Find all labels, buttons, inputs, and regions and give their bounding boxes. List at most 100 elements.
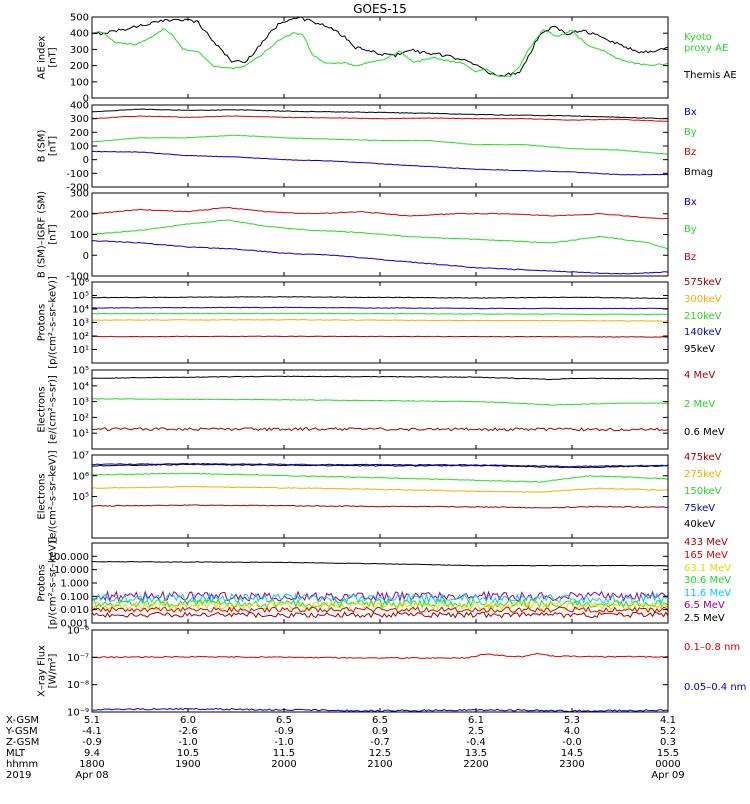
legend-bigrf-1: By [684,224,697,235]
legend-elec_kev-2: 150keV [684,486,722,497]
legend-protons_mev-5: 6.5 MeV [684,600,725,611]
series-elec_kev-2 [91,472,668,483]
ephemeris-value-4-4: 2200 [463,759,488,770]
ephemeris-value-5-6: Apr 09 [651,770,684,781]
panel-ylabel-protons-1: [p/(cm²–s–sr–keV)] [48,276,59,369]
series-ae-1 [91,28,669,78]
ephemeris-value-3-0: 9.4 [84,748,100,759]
ephemeris-value-1-5: 4.0 [564,726,580,737]
ytick-label-ae-0: 0 [83,94,89,105]
series-ae-0 [91,16,669,77]
legend-protons_mev-3: 30.6 MeV [684,575,731,586]
ytick-label-elec_mev-1: 10² [72,413,89,424]
legend-xray-0: 0.1–0.8 nm [684,642,740,653]
ytick-label-xray-1: 10⁻⁸ [67,680,89,691]
panel-ylabel-ae-1: [nT] [48,47,59,67]
series-bsm-1 [91,115,668,122]
ephemeris-value-2-4: -0.4 [466,737,486,748]
panel-ylabel-protons-0: Protons [37,304,48,341]
legend-ae-1: Themis AE [683,70,737,81]
ytick-label-bsm-0: -200 [66,183,89,194]
panel-ylabel-elec_kev-0: Electrons [37,473,48,519]
panel-ylabel-bigrf-1: [nT] [48,224,59,244]
panel-ylabel-elec_kev-1: [e/(cm²–s–sr–keV)] [48,450,59,542]
ephemeris-value-2-6: 0.3 [660,737,676,748]
series-protons_mev-2 [91,591,669,605]
ephemeris-value-4-6: 0000 [655,759,680,770]
series-bigrf-0 [91,206,669,220]
legend-bsm-3: Bmag [684,167,713,178]
series-elec_kev-0 [91,463,668,469]
ephemeris-label-1: Y-GSM [5,726,38,737]
ephemeris-value-2-0: -0.9 [82,737,102,748]
ytick-label-protons-4: 10⁵ [72,291,89,302]
series-bigrf-2 [91,240,669,275]
ytick-label-bsm-2: 0 [83,155,89,166]
series-protons-2 [91,312,669,316]
series-protons-0 [91,296,669,300]
legend-bigrf-0: Bx [684,197,697,208]
legend-ae-0-1: proxy AE [684,43,728,54]
ephemeris-value-3-6: 15.5 [657,748,679,759]
legend-bsm-0: Bx [684,107,697,118]
series-protons_mev-6 [91,611,669,619]
ephemeris-value-4-1: 1900 [175,759,200,770]
series-bigrf-1 [91,219,669,250]
ytick-label-elec_mev-4: 10⁵ [72,366,89,377]
ytick-label-protons-0: 10¹ [72,345,89,356]
series-protons_mev-5 [91,605,669,614]
legend-protons-1: 300keV [684,294,722,305]
ephemeris-value-3-2: 11.5 [273,748,295,759]
panel-frame-bigrf [91,192,669,277]
legend-elec_kev-1: 275keV [684,469,722,480]
series-protons-1 [91,306,669,310]
ytick-label-ae-3: 300 [70,45,89,56]
legend-bigrf-2: Bz [684,252,696,263]
panel-ylabel-xray-1: [W/m²] [48,653,59,688]
ephemeris-value-3-4: 13.5 [465,748,487,759]
ytick-label-protons_mev-5: 100.000 [48,552,89,563]
panel-frame-elec_mev [91,369,669,450]
ytick-label-ae-4: 400 [70,29,89,40]
ytick-label-elec_mev-0: 10¹ [72,429,89,440]
ytick-label-protons_mev-1: 0.010 [60,605,89,616]
legend-protons_mev-0: 433 MeV [684,537,728,548]
legend-xray-1: 0.05–0.4 nm [684,682,746,693]
ephemeris-value-2-1: -1.0 [178,737,198,748]
series-bsm-3 [91,150,669,176]
ephemeris-value-3-3: 12.5 [369,748,391,759]
ephemeris-value-1-4: 2.5 [468,726,484,737]
series-elec_mev-0 [91,375,668,381]
ephemeris-value-2-2: -1.0 [274,737,294,748]
ytick-label-elec_mev-3: 10⁴ [72,381,89,392]
ytick-label-bsm-3: 100 [70,142,89,153]
legend-bsm-2: Bz [684,147,696,158]
ephemeris-value-0-1: 6.0 [180,715,196,726]
ytick-label-protons_mev-2: 0.100 [60,592,89,603]
panel-frame-protons_mev [91,542,669,624]
panel-ylabel-bsm-1: [nT] [48,136,59,156]
ephemeris-label-0: X-GSM [6,715,39,726]
legend-elec_kev-4: 40keV [684,519,715,530]
series-bsm-2 [91,134,669,155]
ephemeris-value-4-2: 2000 [271,759,296,770]
ytick-label-xray-2: 10⁻⁷ [67,653,89,664]
ephemeris-value-1-0: -4.1 [82,726,102,737]
panel-ylabel-protons_mev-1: [p/(cm²–s–sr–keV)] [48,537,59,630]
ephemeris-value-1-6: 5.2 [660,726,676,737]
ephemeris-value-5-0: Apr 08 [75,770,108,781]
legend-elec_mev-2: 0.6 MeV [684,427,725,438]
ephemeris-value-0-3: 6.5 [372,715,388,726]
ytick-label-protons_mev-0: 0.001 [60,619,89,630]
series-protons-4 [92,335,669,338]
legend-elec_kev-0: 475keV [684,452,722,463]
ephemeris-value-2-3: -0.7 [370,737,390,748]
series-xray-0 [91,652,669,660]
legend-protons_mev-4: 11.6 MeV [684,588,731,599]
ephemeris-value-3-1: 10.5 [177,748,199,759]
ephemeris-value-4-5: 2300 [559,759,584,770]
ytick-label-protons-5: 10⁶ [72,278,89,289]
panel-ylabel-bsm-0: B (SM) [37,129,48,162]
panel-ylabel-bigrf-0: B (SM)–IGRF (SM) [37,191,48,278]
